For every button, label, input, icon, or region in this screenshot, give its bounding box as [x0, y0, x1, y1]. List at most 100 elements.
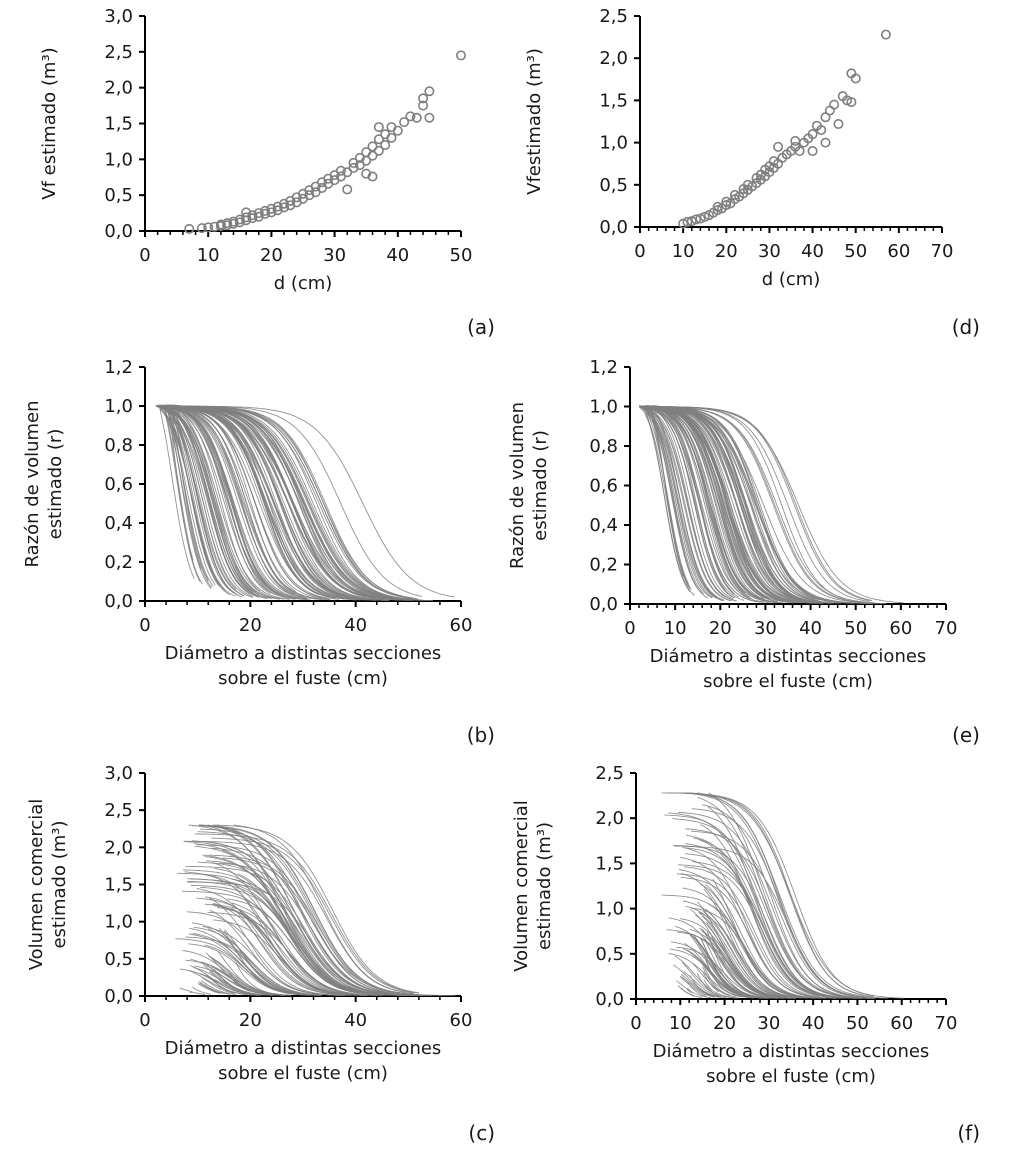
x-tick-label-f: 20 [713, 1013, 736, 1034]
y-tick-label-d: 1,0 [599, 133, 628, 154]
curve-series [207, 824, 432, 997]
curve-series [169, 405, 212, 588]
curve-series [651, 405, 904, 604]
curve-series [158, 405, 245, 597]
curve-series [680, 872, 809, 999]
curve-series [166, 405, 212, 590]
data-point [790, 135, 801, 146]
curve-series [701, 928, 785, 999]
curve-series [674, 955, 739, 999]
curve-series [210, 966, 268, 995]
y-tick-label-a: 0,5 [104, 185, 133, 206]
curve-series [165, 404, 388, 601]
x-tick-label-e: 70 [935, 618, 958, 639]
chart-a: 0,0 0,5 1,0 1,5 2,0 2,5 3,0 0 10 20 30 40 50 d (cm) Vf… [39, 6, 495, 339]
y-tick-label-c: 0,0 [104, 986, 133, 1007]
curve-series [699, 927, 782, 999]
x-tick-label-f: 50 [846, 1013, 869, 1034]
curve-series [200, 886, 356, 995]
y-tick-label-e: 0,2 [589, 555, 618, 576]
data-point [266, 207, 277, 218]
x-axis-label-f: Diámetro a distintas secciones [653, 1041, 930, 1062]
curve-series [703, 888, 803, 999]
curve-series [672, 818, 869, 999]
data-point [348, 162, 359, 173]
curve-series [682, 847, 842, 999]
x-tick-label-d: 50 [844, 241, 867, 262]
curve-series [159, 406, 195, 579]
y-tick-label-f: 2,0 [595, 808, 624, 829]
y-axis-label-f: Volumen comercial [511, 800, 532, 972]
x-axis-label-c: sobre el fuste (cm) [218, 1063, 388, 1084]
data-point [373, 145, 384, 156]
panel-label-b: (b) [467, 723, 495, 747]
data-point [241, 207, 252, 218]
curve-series [213, 968, 265, 996]
y-tick-label-f: 0,0 [595, 989, 624, 1010]
data-point [367, 171, 378, 182]
data-point [773, 141, 784, 152]
curve-series [167, 405, 201, 582]
curve-series [189, 991, 193, 994]
x-axis-label-e: sobre el fuste (cm) [703, 671, 873, 692]
panel-label-f: (f) [957, 1121, 980, 1145]
data-point [833, 119, 844, 130]
curve-series [676, 980, 711, 999]
curve-series [201, 977, 234, 994]
data-point [820, 112, 831, 123]
x-tick-label-d: 20 [715, 241, 738, 262]
data-point [247, 210, 258, 221]
y-tick-label-a: 2,0 [104, 78, 133, 99]
x-tick-label-e: 50 [844, 618, 867, 639]
curve-series [162, 405, 394, 600]
x-tick-label-b: 60 [450, 615, 473, 636]
data-point [342, 184, 353, 195]
x-tick-label-a: 40 [386, 245, 409, 266]
data-point [411, 112, 422, 123]
x-tick-label-e: 60 [889, 618, 912, 639]
x-tick-label-d: 40 [801, 241, 824, 262]
curve-series [179, 987, 206, 995]
x-tick-label-c: 0 [139, 1010, 150, 1031]
curve-series [705, 908, 789, 998]
curve-series [158, 405, 365, 601]
curve-series [676, 946, 765, 998]
curve-series [679, 918, 781, 998]
curve-series [199, 824, 456, 997]
curve-series [194, 833, 420, 994]
curve-series [192, 987, 212, 995]
x-tick-label-f: 10 [669, 1013, 692, 1034]
y-tick-label-a: 3,0 [104, 6, 133, 27]
data-point [380, 140, 391, 151]
curve-series [691, 830, 859, 998]
y-axis-label-e: Razón de volumen [507, 402, 528, 569]
curve-series [169, 405, 331, 600]
curve-series [184, 871, 378, 996]
y-tick-label-f: 0,5 [595, 944, 624, 965]
curve-series [164, 404, 455, 598]
y-tick-label-e: 0,4 [589, 515, 618, 536]
curve-series [168, 405, 330, 601]
y-tick-label-f: 2,5 [595, 763, 624, 784]
x-tick-label-a: 10 [197, 245, 220, 266]
data-point [228, 216, 239, 227]
curve-series [640, 405, 726, 598]
curve-series [644, 407, 732, 602]
curve-series [197, 983, 221, 994]
data-point [279, 198, 290, 209]
data-point [399, 117, 410, 128]
curve-series [647, 405, 698, 588]
curve-series [198, 981, 231, 995]
curve-series [185, 959, 271, 995]
x-tick-label-f: 70 [935, 1013, 958, 1034]
curve-series [208, 955, 288, 996]
y-tick-label-b: 0,8 [104, 435, 133, 456]
y-tick-label-b: 0,2 [104, 552, 133, 573]
curve-series [644, 405, 724, 601]
curve-series [182, 890, 379, 996]
curve-series [684, 866, 820, 998]
x-tick-label-b: 20 [239, 615, 262, 636]
x-tick-label-d: 30 [758, 241, 781, 262]
curve-series [677, 985, 702, 998]
curve-series [688, 792, 905, 999]
